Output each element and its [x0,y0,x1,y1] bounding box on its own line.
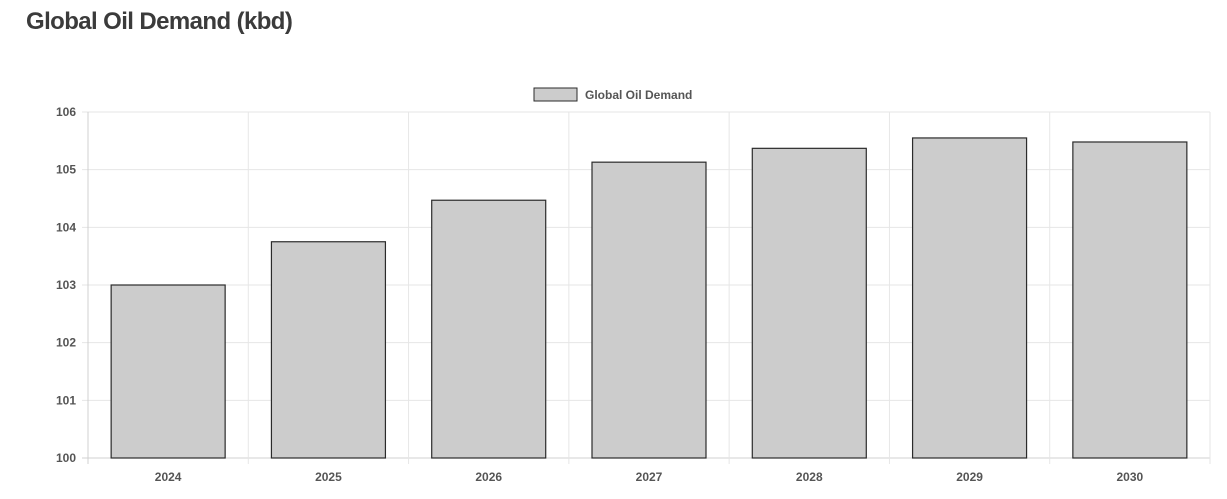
x-tick-label: 2028 [796,470,823,484]
bar-2025 [270,241,387,459]
x-tick-label: 2027 [636,470,663,484]
bar-2026 [431,199,547,459]
y-tick-label: 102 [56,336,76,350]
x-tick-label: 2024 [155,470,182,484]
chart-legend[interactable]: Global Oil Demand [533,87,692,102]
y-tick-label: 100 [56,451,76,465]
bar-2030 [1072,141,1188,459]
bar-2024 [110,284,226,459]
y-tick-label: 104 [56,220,76,234]
x-tick-label: 2025 [315,470,342,484]
chart-axes: 100 101 102 103 104 105 106 2024 2025 2026 2027 202… [56,105,1144,484]
y-tick-label: 105 [56,163,76,177]
bar-2027 [591,161,707,459]
legend-label-global-oil-demand: Global Oil Demand [585,88,692,102]
chart-bars [110,137,1188,459]
y-tick-label: 101 [56,393,76,407]
x-tick-label: 2030 [1117,470,1144,484]
y-tick-label: 103 [56,278,76,292]
x-tick-label: 2029 [956,470,983,484]
bar-2028 [751,147,867,459]
bar-2029 [911,137,1028,459]
y-tick-label: 106 [56,105,76,119]
x-tick-label: 2026 [475,470,502,484]
page-title: Global Oil Demand (kbd) [26,8,293,35]
legend-swatch-global-oil-demand [533,87,578,102]
